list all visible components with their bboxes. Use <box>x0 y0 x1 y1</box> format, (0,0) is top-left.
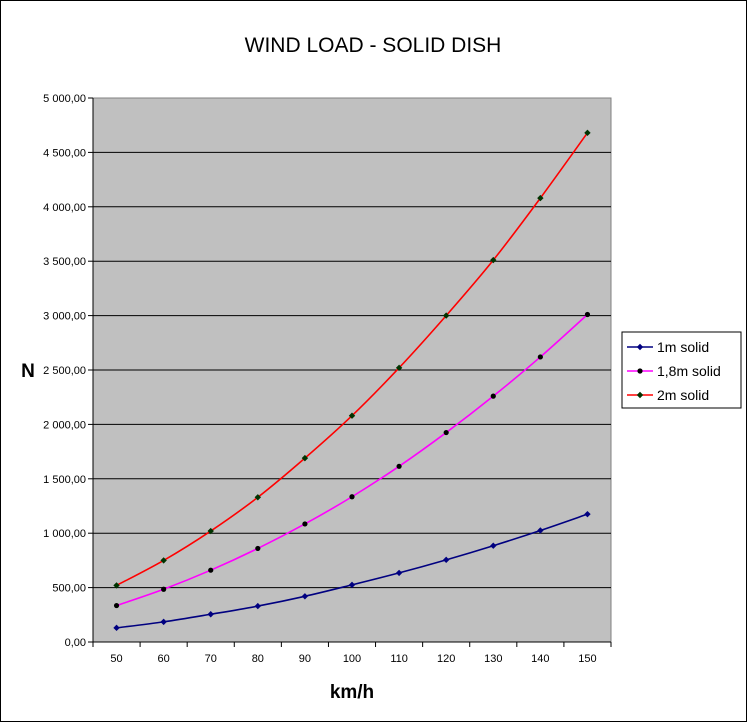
y-tick-label: 2 000,00 <box>43 419 86 431</box>
data-point <box>161 586 167 592</box>
x-tick-label: 50 <box>110 653 122 665</box>
data-point <box>442 556 450 564</box>
legend-label: 2m solid <box>657 387 709 403</box>
y-tick-label: 1 500,00 <box>43 474 86 486</box>
data-point <box>348 412 356 419</box>
data-point <box>301 454 309 462</box>
data-point <box>490 542 497 549</box>
data-point <box>160 618 167 626</box>
legend-swatch-marker <box>637 368 643 374</box>
data-point <box>584 311 591 318</box>
y-tick-label: 0,00 <box>65 637 86 649</box>
data-point <box>160 557 167 564</box>
legend-label: 1m solid <box>657 339 709 355</box>
x-tick-label: 130 <box>484 653 502 665</box>
data-point <box>490 393 496 399</box>
data-point <box>208 567 214 573</box>
y-tick-label: 4 500,00 <box>43 147 86 159</box>
legend: 1m solid 1,8m solid 2m solid <box>621 331 742 409</box>
data-point <box>490 256 497 264</box>
data-point <box>348 581 356 589</box>
data-point <box>302 521 308 527</box>
data-point <box>113 582 120 589</box>
series-markers <box>113 129 591 632</box>
data-point <box>537 527 544 534</box>
legend-swatch-marker <box>636 343 644 351</box>
x-tick-label: 100 <box>343 653 361 665</box>
y-tick-label: 3 000,00 <box>43 311 86 323</box>
x-tick-label: 120 <box>437 653 455 665</box>
y-axis-ticks: 0,00 500,00 1 000,00 1 500,00 2 000,00 2 500,… <box>43 93 94 649</box>
data-point <box>113 602 120 609</box>
y-tick-label: 3 500,00 <box>43 256 86 268</box>
x-axis-ticks: 50 60 70 80 90 100 110 120 130 140 150 <box>92 641 612 665</box>
x-tick-label: 140 <box>531 653 549 665</box>
data-point <box>442 312 450 319</box>
data-point <box>113 624 120 632</box>
data-point <box>207 611 214 618</box>
data-point <box>537 194 544 202</box>
y-tick-label: 5 000,00 <box>43 93 86 105</box>
y-tick-label: 500,00 <box>52 583 86 595</box>
x-axis-title: km/h <box>330 682 374 703</box>
data-point <box>255 545 261 552</box>
data-point <box>443 429 449 436</box>
y-tick-label: 4 000,00 <box>43 202 86 214</box>
y-tick-label: 2 500,00 <box>43 365 86 377</box>
gridlines <box>93 151 611 589</box>
x-tick-label: 150 <box>578 653 596 665</box>
data-point <box>395 569 403 577</box>
data-point <box>349 494 355 500</box>
x-tick-label: 60 <box>158 653 170 665</box>
data-point <box>395 364 403 372</box>
data-point <box>207 527 214 535</box>
x-tick-label: 70 <box>205 653 217 665</box>
x-tick-label: 80 <box>252 653 264 665</box>
series-line <box>116 132 589 587</box>
data-point <box>584 510 591 518</box>
legend-swatch-marker <box>636 391 644 399</box>
chart-title: WIND LOAD - SOLID DISH <box>245 34 502 57</box>
data-point <box>254 602 262 610</box>
data-point <box>584 129 591 137</box>
x-tick-label: 90 <box>299 653 311 665</box>
y-axis-title: N <box>21 361 35 382</box>
data-point <box>301 593 309 600</box>
data-point <box>537 354 543 360</box>
data-point <box>396 463 402 469</box>
x-tick-label: 110 <box>390 653 408 665</box>
y-tick-label: 1 000,00 <box>43 528 86 540</box>
legend-label: 1,8m solid <box>657 363 721 379</box>
